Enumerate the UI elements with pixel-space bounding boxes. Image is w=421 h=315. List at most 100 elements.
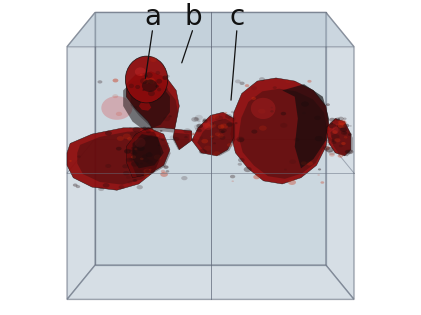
Polygon shape xyxy=(133,134,164,169)
Ellipse shape xyxy=(146,72,153,78)
Ellipse shape xyxy=(294,138,299,142)
Ellipse shape xyxy=(238,158,245,162)
Ellipse shape xyxy=(134,148,138,150)
Ellipse shape xyxy=(314,136,323,141)
Ellipse shape xyxy=(150,57,157,62)
Ellipse shape xyxy=(146,152,153,157)
Polygon shape xyxy=(330,124,353,156)
Ellipse shape xyxy=(144,78,150,84)
Polygon shape xyxy=(67,47,354,299)
Ellipse shape xyxy=(226,123,233,127)
Ellipse shape xyxy=(336,125,338,127)
Polygon shape xyxy=(123,78,170,131)
Ellipse shape xyxy=(119,185,124,189)
Ellipse shape xyxy=(215,133,220,136)
Ellipse shape xyxy=(259,77,265,81)
Ellipse shape xyxy=(338,120,346,125)
Polygon shape xyxy=(67,13,95,299)
Ellipse shape xyxy=(307,80,312,83)
Ellipse shape xyxy=(195,127,200,131)
Ellipse shape xyxy=(341,142,346,145)
Ellipse shape xyxy=(133,127,141,132)
Ellipse shape xyxy=(160,172,168,177)
Ellipse shape xyxy=(343,117,346,120)
Ellipse shape xyxy=(281,112,286,115)
Ellipse shape xyxy=(258,109,266,114)
Ellipse shape xyxy=(218,124,224,129)
Ellipse shape xyxy=(221,130,225,133)
Ellipse shape xyxy=(197,129,202,132)
Polygon shape xyxy=(67,265,354,299)
Ellipse shape xyxy=(329,153,335,157)
Ellipse shape xyxy=(325,147,330,150)
Ellipse shape xyxy=(125,158,133,162)
Ellipse shape xyxy=(344,136,347,139)
Ellipse shape xyxy=(161,170,165,173)
Ellipse shape xyxy=(345,150,350,153)
Ellipse shape xyxy=(184,129,191,134)
Ellipse shape xyxy=(184,136,188,138)
Ellipse shape xyxy=(273,86,277,89)
Ellipse shape xyxy=(128,84,134,88)
Ellipse shape xyxy=(253,175,260,179)
Ellipse shape xyxy=(220,123,228,129)
Ellipse shape xyxy=(332,130,337,134)
Ellipse shape xyxy=(199,136,203,139)
Ellipse shape xyxy=(203,121,213,130)
Ellipse shape xyxy=(285,79,291,83)
Ellipse shape xyxy=(149,169,152,170)
Ellipse shape xyxy=(166,75,170,78)
Ellipse shape xyxy=(124,149,131,154)
Ellipse shape xyxy=(117,136,124,141)
Ellipse shape xyxy=(127,158,132,161)
Ellipse shape xyxy=(346,149,353,154)
Ellipse shape xyxy=(201,139,208,143)
Ellipse shape xyxy=(136,185,143,189)
Polygon shape xyxy=(239,89,327,179)
Ellipse shape xyxy=(192,133,195,135)
Ellipse shape xyxy=(288,180,296,185)
Polygon shape xyxy=(326,13,354,299)
Ellipse shape xyxy=(125,56,168,103)
Ellipse shape xyxy=(112,94,118,98)
Ellipse shape xyxy=(103,183,109,187)
Polygon shape xyxy=(67,13,354,47)
Ellipse shape xyxy=(160,130,163,132)
Ellipse shape xyxy=(73,184,77,187)
Ellipse shape xyxy=(213,115,219,119)
Ellipse shape xyxy=(167,143,169,145)
Ellipse shape xyxy=(302,112,306,114)
Ellipse shape xyxy=(245,84,249,87)
Ellipse shape xyxy=(129,149,136,154)
Ellipse shape xyxy=(216,126,221,130)
Ellipse shape xyxy=(105,131,112,135)
Ellipse shape xyxy=(143,158,149,162)
Ellipse shape xyxy=(112,78,118,83)
Ellipse shape xyxy=(98,187,104,191)
Ellipse shape xyxy=(280,123,288,128)
Ellipse shape xyxy=(140,78,147,84)
Ellipse shape xyxy=(116,112,122,116)
Ellipse shape xyxy=(344,137,346,139)
Ellipse shape xyxy=(213,151,220,156)
Ellipse shape xyxy=(334,121,338,124)
Ellipse shape xyxy=(225,114,232,119)
Ellipse shape xyxy=(227,143,232,147)
Ellipse shape xyxy=(210,122,214,125)
Ellipse shape xyxy=(232,180,234,182)
Ellipse shape xyxy=(194,117,200,121)
Ellipse shape xyxy=(123,171,130,175)
Ellipse shape xyxy=(135,85,140,89)
Ellipse shape xyxy=(231,111,234,113)
Ellipse shape xyxy=(146,130,151,133)
Ellipse shape xyxy=(140,163,143,164)
Text: b: b xyxy=(184,3,202,31)
Ellipse shape xyxy=(77,155,81,158)
Ellipse shape xyxy=(128,151,132,153)
Ellipse shape xyxy=(320,181,324,184)
Polygon shape xyxy=(282,84,329,169)
Ellipse shape xyxy=(137,146,145,151)
Ellipse shape xyxy=(349,125,352,127)
Ellipse shape xyxy=(348,133,352,136)
Ellipse shape xyxy=(341,131,347,135)
